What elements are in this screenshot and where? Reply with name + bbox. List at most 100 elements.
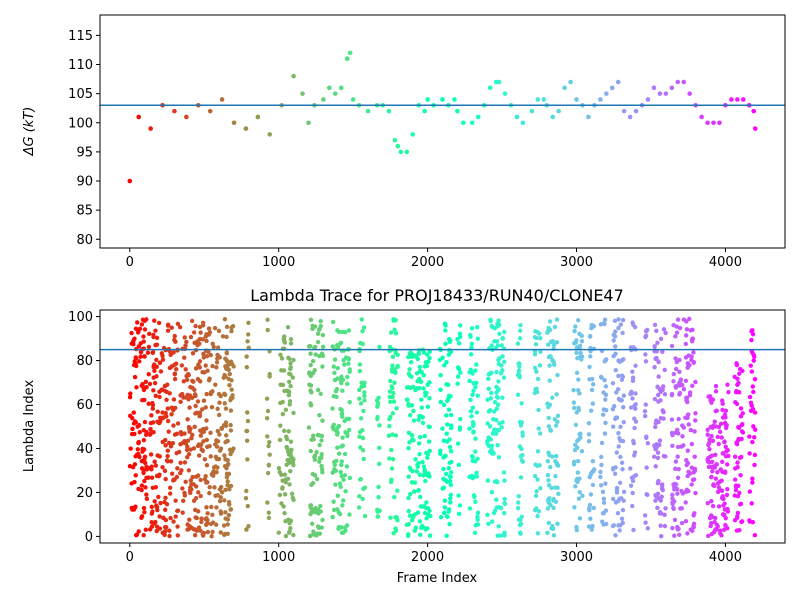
lambda-point: [613, 533, 618, 538]
lambda-point: [692, 468, 697, 474]
lambda-point: [422, 510, 428, 516]
lambda-point: [615, 510, 621, 516]
lambda-point: [158, 500, 163, 506]
lambda-point: [320, 344, 326, 350]
lambda-point: [417, 364, 423, 370]
lambda-point: [655, 392, 661, 398]
lambda-point: [589, 376, 595, 382]
lambda-point: [588, 408, 594, 413]
lambda-point: [673, 356, 678, 361]
delta-g-point: [520, 120, 526, 126]
lambda-point: [189, 487, 194, 492]
lambda-point: [141, 437, 147, 443]
lambda-point: [497, 356, 502, 361]
lambda-point: [386, 433, 392, 438]
lambda-point: [655, 455, 661, 461]
lambda-point: [750, 406, 756, 412]
lambda-point: [360, 428, 365, 433]
lambda-point: [406, 371, 412, 377]
lambda-point: [538, 431, 543, 436]
lambda-point: [417, 414, 422, 419]
delta-g-point: [136, 114, 142, 120]
lambda-point: [360, 496, 365, 502]
lambda-point: [417, 519, 423, 524]
lambda-point: [186, 526, 191, 532]
lambda-point: [441, 455, 446, 460]
lambda-point: [438, 514, 444, 520]
lambda-point: [553, 423, 559, 428]
lambda-point: [282, 492, 288, 497]
lambda-point: [132, 374, 138, 380]
lambda-point: [155, 507, 160, 513]
lambda-point: [619, 460, 625, 465]
lambda-point: [407, 440, 412, 445]
lambda-point: [336, 451, 342, 456]
lambda-point: [389, 447, 394, 453]
lambda-point: [149, 475, 155, 480]
lambda-point: [310, 326, 315, 332]
lambda-point: [279, 472, 284, 478]
lambda-point: [516, 500, 521, 505]
delta-g-point: [717, 120, 722, 126]
lambda-point: [720, 401, 725, 406]
x-tick-label: 3000: [560, 255, 593, 270]
lambda-point: [174, 367, 179, 372]
lambda-point: [331, 499, 336, 504]
lambda-point: [204, 505, 209, 510]
lambda-point: [601, 496, 607, 502]
lambda-point: [690, 477, 696, 483]
lambda-point: [718, 421, 724, 427]
lambda-point: [685, 448, 691, 453]
lambda-point: [215, 356, 220, 361]
lambda-point: [162, 468, 168, 474]
lambda-point: [203, 473, 208, 479]
lambda-point: [658, 416, 664, 421]
lambda-point: [159, 388, 164, 393]
lambda-point: [603, 397, 608, 402]
x-tick-label: 2000: [411, 255, 444, 270]
lambda-point: [499, 425, 504, 430]
lambda-point: [320, 364, 325, 369]
lambda-point: [619, 377, 625, 382]
delta-g-y-axis-label: ΔG (kT): [22, 107, 37, 157]
lambda-point: [415, 510, 421, 515]
lambda-point: [173, 339, 178, 344]
lambda-point: [133, 363, 139, 369]
lambda-point: [734, 528, 740, 533]
lambda-point: [628, 466, 633, 471]
lambda-point: [502, 329, 507, 335]
lambda-point: [444, 413, 449, 418]
lambda-point: [207, 490, 212, 496]
lambda-point: [517, 336, 523, 341]
lambda-point: [227, 502, 232, 507]
lambda-point: [169, 471, 175, 476]
lambda-point: [468, 352, 474, 357]
lambda-point: [425, 382, 430, 388]
lambda-point: [306, 344, 312, 349]
lambda-point: [186, 371, 191, 377]
lambda-point: [173, 405, 178, 411]
lambda-point: [343, 355, 349, 360]
lambda-point: [501, 375, 507, 380]
lambda-point: [182, 460, 188, 465]
lambda-point: [618, 454, 623, 460]
lambda-point: [621, 419, 626, 425]
lambda-point: [718, 531, 723, 536]
lambda-point: [684, 327, 690, 332]
lambda-point: [245, 418, 251, 424]
lambda-point: [203, 405, 208, 410]
lambda-point: [471, 429, 476, 434]
lambda-point: [180, 391, 185, 397]
y-tick-label: 100: [68, 310, 93, 325]
lambda-point: [319, 452, 324, 457]
lambda-point: [444, 359, 449, 365]
lambda-point: [574, 338, 579, 343]
lambda-point: [313, 505, 318, 511]
lambda-point: [599, 375, 604, 380]
lambda-point: [519, 420, 524, 425]
delta-g-point: [729, 97, 734, 102]
lambda-point: [676, 416, 681, 422]
delta-g-point: [425, 97, 430, 102]
lambda-point: [135, 320, 140, 325]
delta-g-point: [327, 85, 332, 91]
